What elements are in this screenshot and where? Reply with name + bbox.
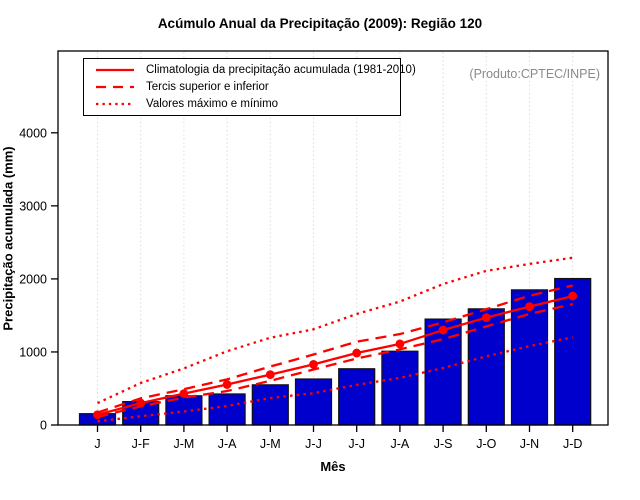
legend-label-climatology: Climatologia da precipitação acumulada (… [146,64,416,76]
line-series [97,336,573,423]
x-tick-label: J-F [132,437,150,451]
legend-label-terciles: Tercis superior e inferior [146,81,269,93]
data-point [481,313,491,323]
legend-item-terciles: Tercis superior e inferior [94,79,394,95]
dashed-line-icon [96,85,134,89]
bar-J-D [554,277,592,426]
x-tick-label: J-N [520,437,539,451]
legend-item-max-min: Valores máximo e mínimo [94,96,394,112]
data-point [352,348,362,358]
bar-J-J [338,368,376,426]
data-point [395,339,405,349]
chart-legend: Climatologia da precipitação acumulada (… [83,58,416,116]
product-source-label: (Produto:CPTEC/INPE) [469,67,600,81]
bar-J-A [381,350,419,426]
legend-item-climatology: Climatologia da precipitação acumulada (… [94,62,416,78]
bar-J-A [208,393,246,426]
bar-J-M [251,384,289,426]
data-point [438,325,448,335]
data-point [568,291,578,301]
y-axis-title: Precipitação acumulada (mm) [0,146,16,331]
line-series [97,284,573,414]
line-series [97,294,573,416]
bar-J-O [467,308,505,426]
legend-label-max-min: Valores máximo e mínimo [146,98,279,110]
solid-line-icon [96,68,134,72]
y-tick-label: 4000 [19,126,47,140]
x-tick-label: J-A [218,437,237,451]
y-tick-label: 2000 [19,272,47,286]
x-tick-label: J-J [305,437,322,451]
y-tick-label: 3000 [19,199,47,213]
x-tick-label: J-S [434,437,453,451]
y-tick-label: 0 [40,419,47,433]
dotted-line-icon [96,102,134,106]
y-tick-label: 1000 [19,345,47,359]
x-tick-label: J-D [563,437,582,451]
data-point [265,370,275,379]
x-tick-label: J [94,437,100,451]
plot-border [57,50,609,426]
bar-J-J [294,378,333,426]
x-tick-label: J-O [476,437,496,451]
line-series [97,302,573,419]
x-tick-label: J-A [391,437,410,451]
data-point [222,380,232,389]
x-tick-label: J-M [173,437,194,451]
data-point [525,302,534,312]
data-point [309,359,318,369]
x-axis-title: Mês [320,459,346,474]
x-tick-label: J-M [260,437,281,451]
x-tick-label: J-J [348,437,365,451]
data-point [179,389,189,398]
chart-title: Acúmulo Anual da Precipitação (2009): Re… [157,16,483,31]
